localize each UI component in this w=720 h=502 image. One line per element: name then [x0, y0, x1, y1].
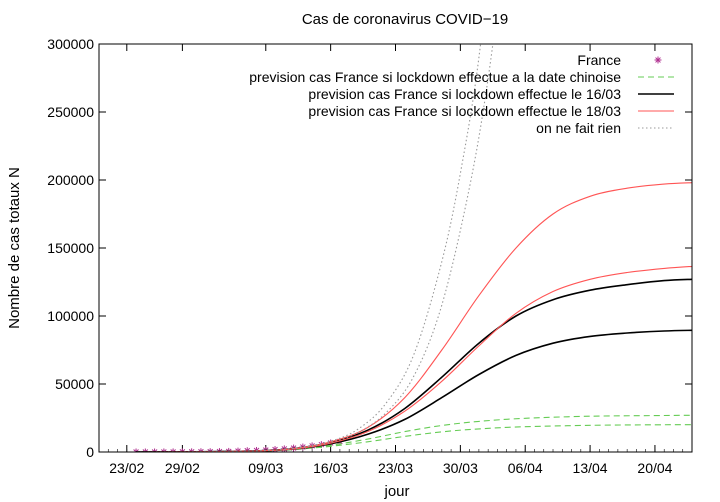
x-tick-label: 20/04 — [637, 460, 672, 476]
chart-title: Cas de coronavirus COVID−19 — [302, 11, 508, 28]
plot-frame — [98, 43, 693, 453]
x-tick-label: 13/04 — [573, 460, 608, 476]
y-tick-label: 50000 — [55, 376, 94, 392]
legend-label-3: prevision cas France si lockdown effectu… — [308, 103, 621, 119]
y-tick-label: 100000 — [47, 308, 94, 324]
x-tick-label: 06/04 — [508, 460, 543, 476]
x-tick-label: 29/02 — [165, 460, 200, 476]
y-tick-label: 150000 — [47, 240, 94, 256]
legend-label-1: prevision cas France si lockdown effectu… — [249, 69, 621, 85]
legend-label-2: prevision cas France si lockdown effectu… — [308, 86, 621, 102]
series-4-line-0 — [136, 44, 482, 452]
series-3-line-1 — [136, 265, 692, 452]
x-tick-label: 09/03 — [248, 460, 283, 476]
legend-label-0: France — [577, 52, 621, 68]
x-tick-label: 23/02 — [109, 460, 144, 476]
x-tick-label: 30/03 — [443, 460, 478, 476]
y-axis-label: Nombre de cas totaux N — [6, 167, 23, 329]
series-2-line-0 — [136, 278, 692, 452]
y-tick-label: 300000 — [47, 36, 94, 52]
series-3-line-0 — [136, 182, 692, 452]
series-4-line-1 — [136, 44, 494, 452]
series-2-line-1 — [136, 329, 692, 452]
y-tick-label: 250000 — [47, 104, 94, 120]
legend-label-4: on ne fait rien — [536, 120, 621, 136]
series-1-line-0 — [136, 414, 692, 452]
y-tick-label: 200000 — [47, 172, 94, 188]
x-axis-label: jour — [383, 483, 409, 500]
x-tick-label: 23/03 — [378, 460, 413, 476]
legend-marker-france — [654, 56, 662, 64]
y-tick-label: 0 — [86, 444, 94, 460]
plot-area: 0 50000 100000 150000 200000 250000 300000 23/0… — [47, 36, 693, 476]
series-1-line-1 — [136, 424, 692, 452]
x-tick-label: 16/03 — [313, 460, 348, 476]
